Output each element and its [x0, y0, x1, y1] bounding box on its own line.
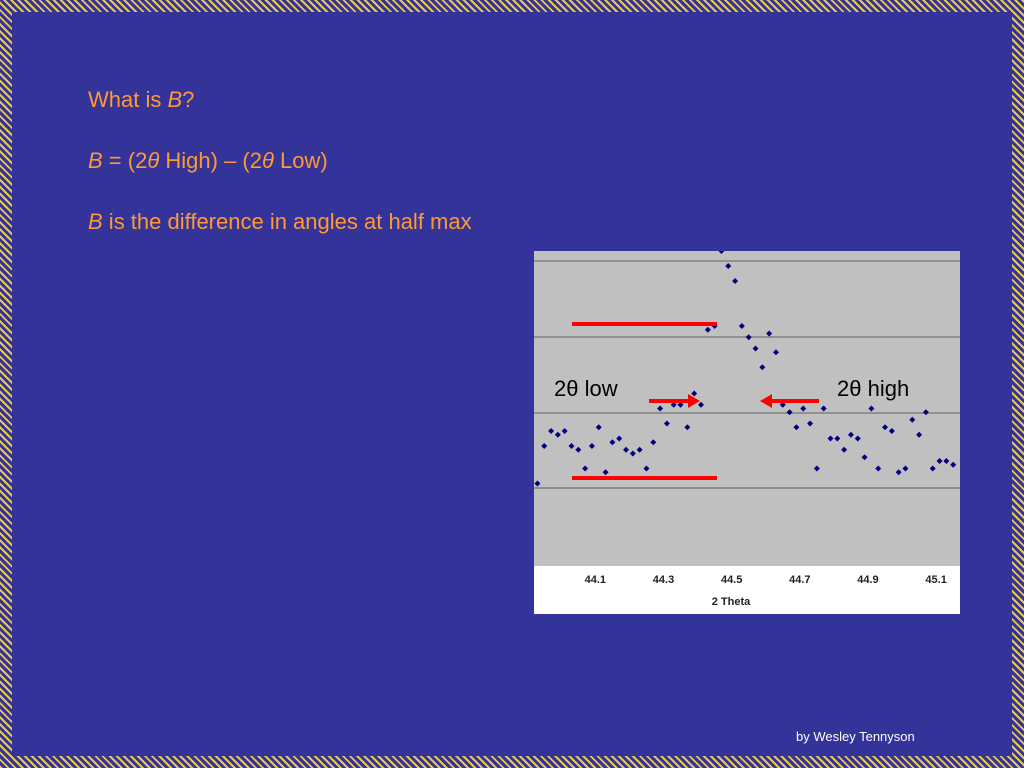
data-point	[779, 401, 786, 408]
data-point	[697, 401, 704, 408]
data-point	[582, 465, 589, 472]
data-point	[916, 431, 923, 438]
equation-part-1: = (2	[102, 148, 148, 173]
data-point	[847, 431, 854, 438]
x-tick-label: 44.5	[720, 574, 743, 586]
definition-text: is the difference in angles at half max	[102, 209, 472, 234]
data-point	[841, 446, 848, 453]
data-point	[943, 458, 950, 464]
data-point	[588, 443, 595, 449]
arrow-low-head	[688, 394, 700, 408]
data-point	[602, 469, 609, 476]
plot-area	[534, 251, 960, 566]
credit-text: by Wesley Tennyson	[796, 729, 915, 744]
data-point	[902, 465, 909, 472]
data-point	[950, 461, 957, 468]
data-point	[882, 424, 889, 431]
data-point	[663, 420, 670, 427]
equation-variable: B	[88, 148, 103, 173]
data-point	[534, 480, 541, 487]
data-point	[657, 405, 664, 412]
label-2theta-low: 2θ low	[554, 376, 618, 401]
equation-line: B = (2θ High) – (2θ Low)	[88, 148, 328, 174]
x-tick-label: 44.9	[857, 574, 879, 586]
data-point	[568, 443, 575, 449]
data-point	[793, 424, 800, 431]
data-point	[575, 446, 582, 453]
data-point	[888, 428, 895, 434]
data-point	[561, 428, 568, 434]
data-point	[738, 323, 745, 329]
data-point	[595, 424, 602, 431]
equation-theta-1: θ	[147, 148, 160, 173]
definition-line: B is the difference in angles at half ma…	[88, 209, 472, 235]
data-point	[623, 446, 630, 453]
data-point	[895, 469, 902, 476]
data-point	[643, 465, 650, 472]
data-point	[922, 409, 929, 416]
data-point	[752, 345, 759, 352]
data-point	[820, 405, 827, 412]
x-axis-label: 2 Theta	[711, 596, 751, 608]
data-point	[554, 431, 561, 438]
data-point	[807, 420, 814, 427]
data-point	[541, 443, 548, 449]
data-point	[786, 409, 793, 416]
data-point	[936, 458, 943, 464]
data-point	[800, 405, 807, 412]
label-2theta-high: 2θ high	[837, 376, 910, 401]
data-point	[548, 428, 555, 434]
equation-part-2: High) – (2	[159, 148, 262, 173]
x-tick-label: 45.1	[925, 574, 947, 586]
data-point	[704, 326, 711, 333]
slide: What is B? B = (2θ High) – (2θ Low) B is…	[12, 12, 1012, 756]
data-point	[725, 263, 732, 269]
data-point	[909, 416, 916, 423]
question-prefix: What is	[88, 87, 168, 112]
chart-svg	[534, 251, 960, 489]
data-point	[609, 439, 616, 446]
definition-variable: B	[88, 209, 103, 234]
data-point	[929, 465, 936, 472]
data-point	[813, 465, 820, 472]
data-point	[772, 349, 779, 356]
data-point	[670, 401, 677, 408]
arrow-high-head	[760, 394, 772, 408]
x-tick-label: 44.3	[652, 574, 675, 586]
scatter-chart: 2θ low 2θ high 44.1 44.3 44.5 44.7 44.9 45.1 …	[534, 251, 960, 614]
equation-theta-2: θ	[261, 148, 274, 173]
data-point	[745, 334, 752, 341]
equation-part-3: Low)	[273, 148, 328, 173]
data-point	[766, 330, 773, 337]
question-variable: B	[167, 87, 183, 112]
data-point	[629, 450, 636, 457]
data-point	[868, 405, 875, 412]
data-point	[854, 435, 861, 442]
data-point	[875, 465, 882, 472]
data-point	[691, 390, 698, 397]
x-tick-label: 44.7	[789, 574, 811, 586]
data-point	[759, 364, 766, 371]
data-point	[827, 435, 834, 442]
data-point	[616, 435, 623, 442]
data-point	[650, 439, 657, 446]
data-point	[677, 401, 684, 408]
data-point	[684, 424, 691, 431]
data-point	[732, 278, 739, 284]
question-suffix: ?	[182, 87, 195, 112]
data-point	[636, 446, 643, 453]
data-point	[834, 435, 841, 442]
x-tick-label: 44.1	[584, 574, 607, 586]
data-point	[861, 454, 868, 461]
question-line: What is B?	[88, 87, 194, 113]
data-point	[718, 251, 725, 254]
